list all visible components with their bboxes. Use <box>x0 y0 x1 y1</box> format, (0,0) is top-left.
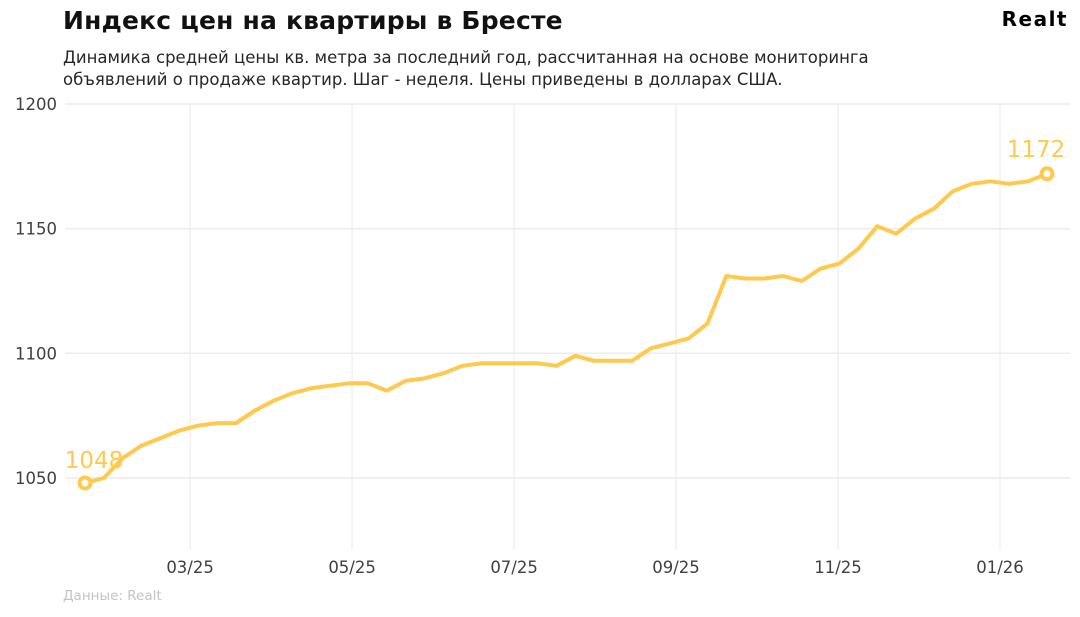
chart-subtitle-line-2: объявлений о продаже квартир. Шаг - неде… <box>63 70 783 89</box>
chart-subtitle: Динамика средней цены кв. метра за после… <box>63 47 869 91</box>
realt-logo: Realt <box>1001 7 1068 31</box>
x-tick-label: 07/25 <box>490 558 538 577</box>
data-source-note: Данные: Realt <box>63 588 162 604</box>
end-value-label: 1172 <box>1007 137 1066 163</box>
y-tick-label: 1200 <box>15 95 57 114</box>
price-line <box>83 171 1049 485</box>
y-tick-label: 1150 <box>15 220 57 239</box>
x-tick-label: 11/25 <box>814 558 862 577</box>
chart-subtitle-line-1: Динамика средней цены кв. метра за после… <box>63 48 869 67</box>
y-tick-label: 1050 <box>15 469 57 488</box>
x-tick-label: 05/25 <box>328 558 376 577</box>
end-marker <box>1039 166 1055 182</box>
x-tick-label: 09/25 <box>652 558 700 577</box>
start-marker <box>77 475 93 491</box>
y-tick-label: 1100 <box>15 344 57 363</box>
x-tick-label: 03/25 <box>166 558 214 577</box>
x-tick-label: 01/26 <box>976 558 1024 577</box>
start-value-label: 1048 <box>65 448 124 474</box>
page-title: Индекс цен на квартиры в Бресте <box>63 6 563 35</box>
